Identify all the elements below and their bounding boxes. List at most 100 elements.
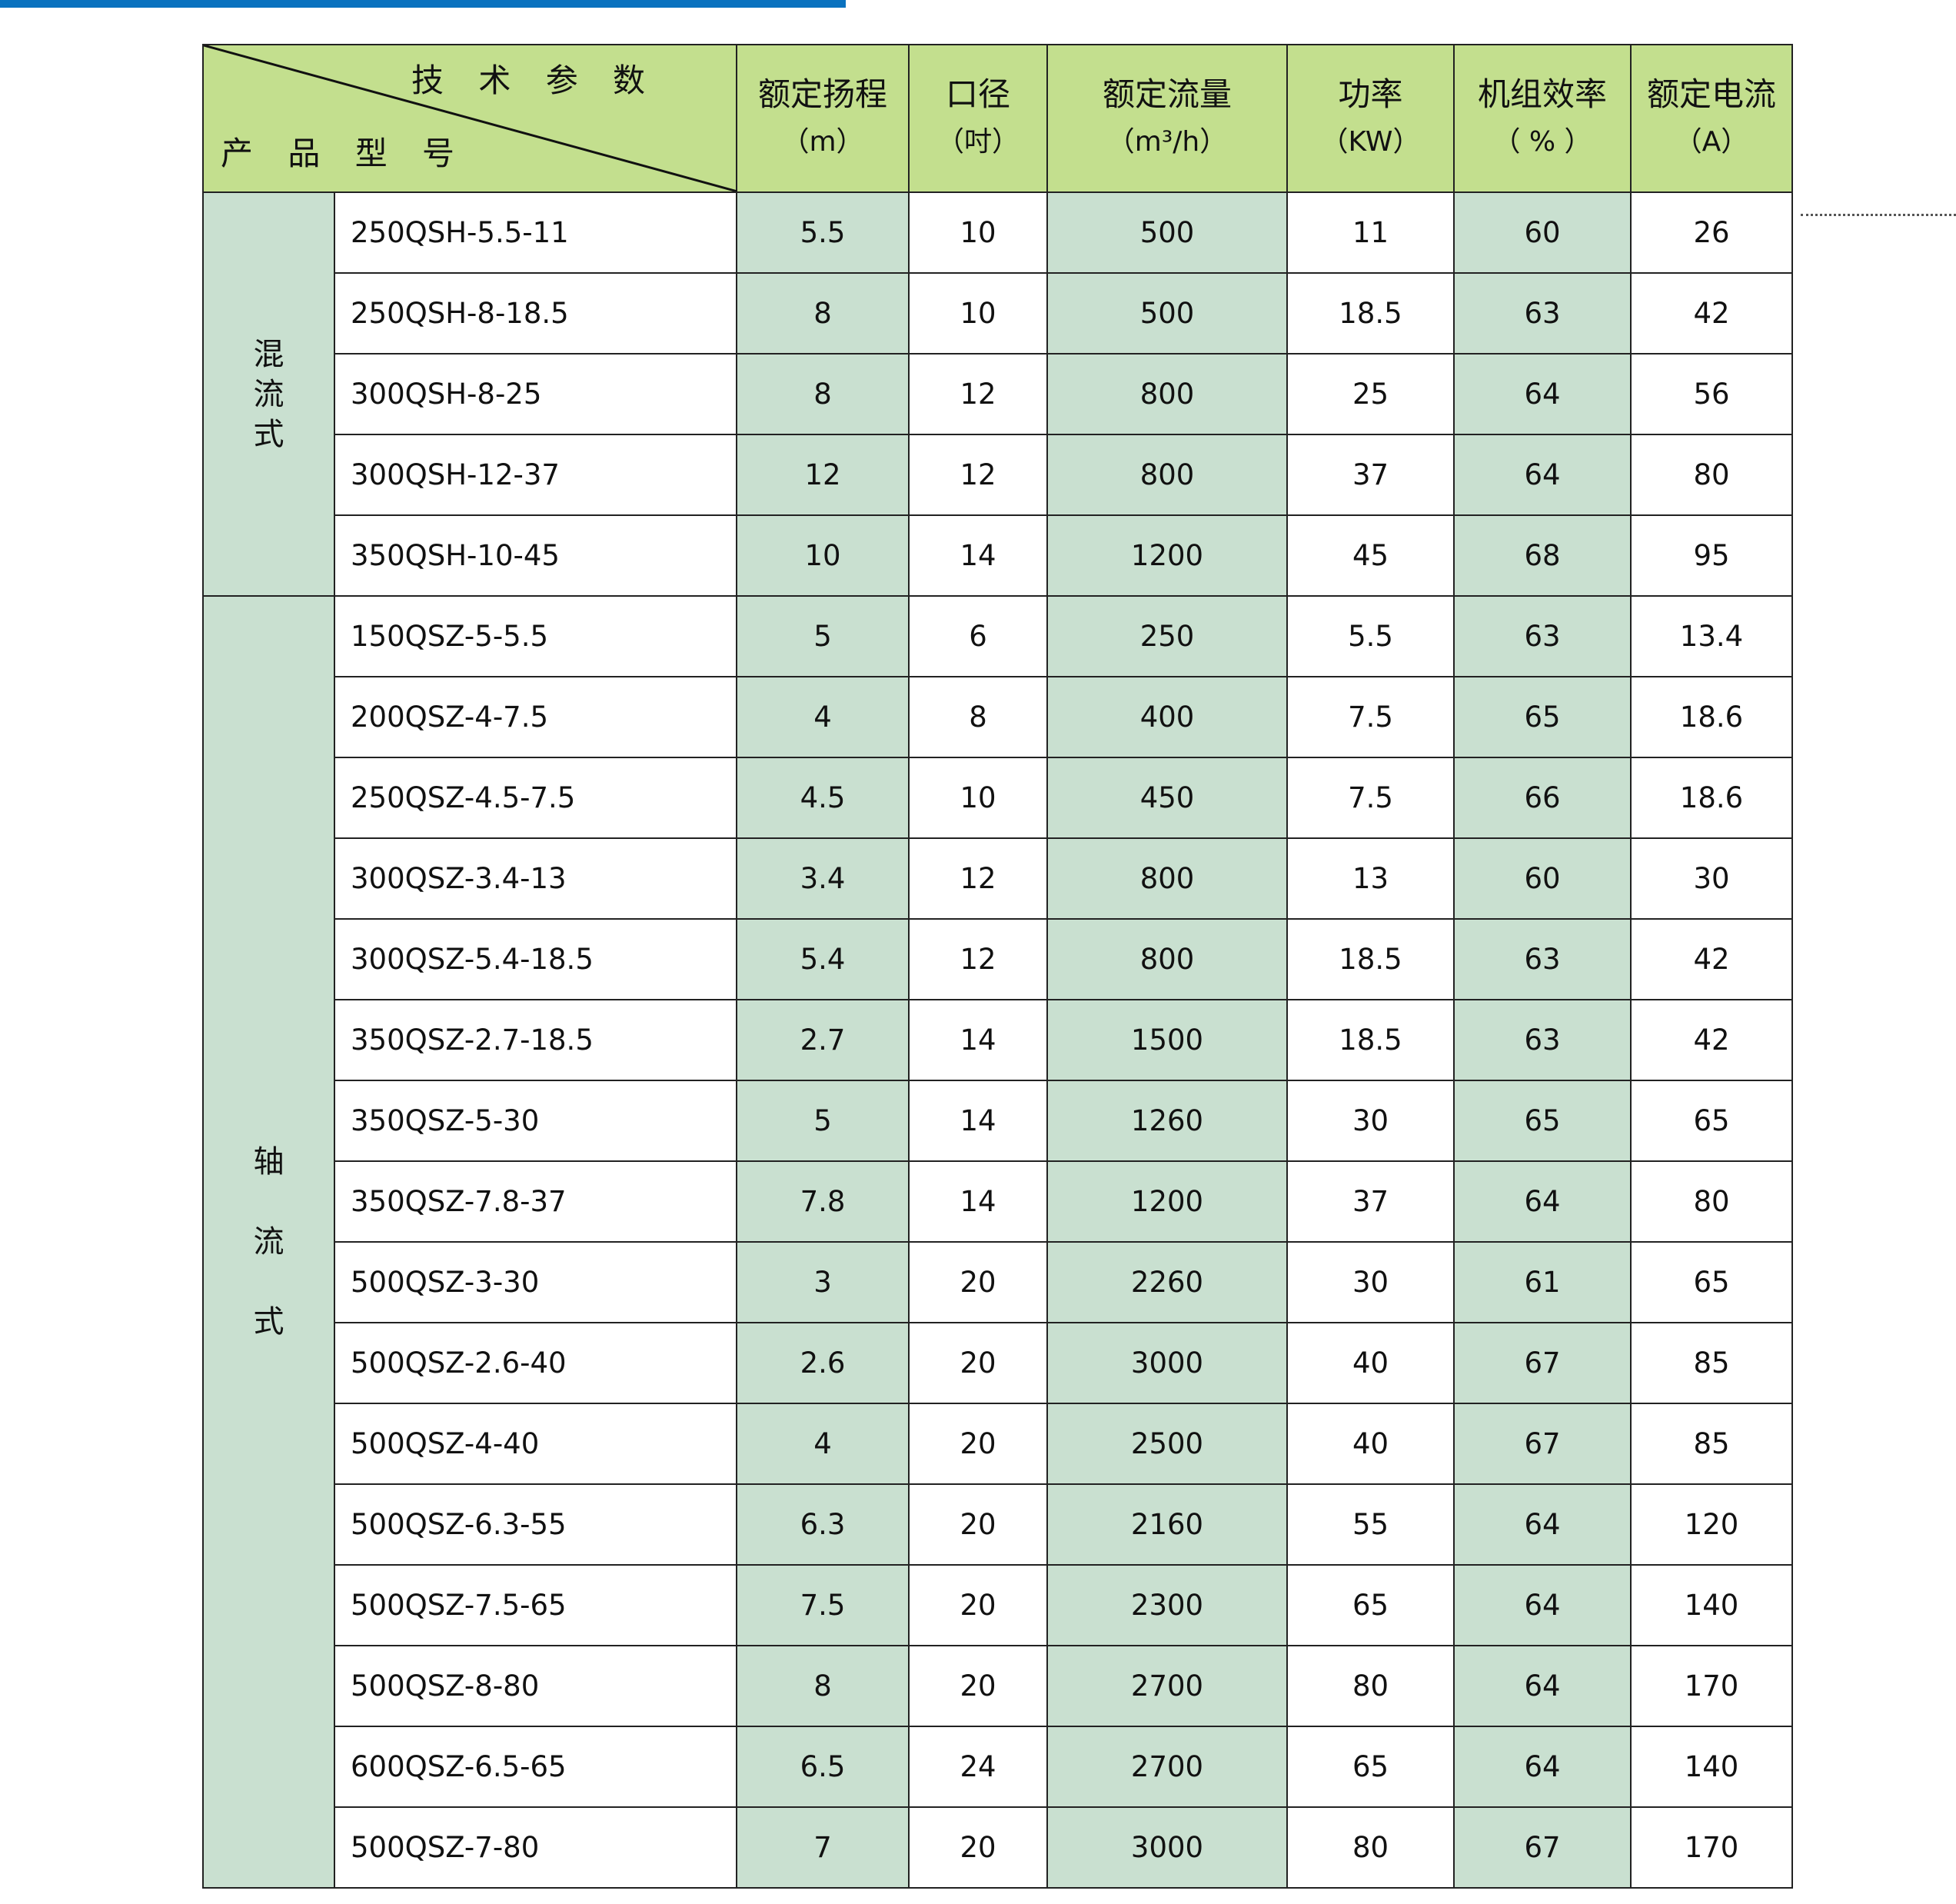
model-cell: 350QSZ-7.8-37 <box>334 1160 737 1243</box>
value-cell: 37 <box>1286 434 1455 516</box>
value-cell: 42 <box>1630 999 1793 1081</box>
value-cell: 24 <box>908 1726 1048 1808</box>
value-cell: 6 <box>908 595 1048 677</box>
value-cell: 40 <box>1286 1403 1455 1485</box>
model-cell: 250QSH-8-18.5 <box>334 272 737 355</box>
column-label: 机组效率 <box>1477 75 1607 113</box>
model-cell: 300QSH-8-25 <box>334 353 737 435</box>
model-cell: 500QSZ-3-30 <box>334 1241 737 1323</box>
model-cell: 300QSZ-3.4-13 <box>334 837 737 920</box>
category-cell: 轴 流 式 <box>202 595 335 1889</box>
value-cell: 14 <box>908 999 1048 1081</box>
model-cell: 500QSZ-6.3-55 <box>334 1483 737 1566</box>
value-cell: 65 <box>1286 1564 1455 1646</box>
column-label: 额定扬程 <box>757 75 887 113</box>
value-cell: 14 <box>908 514 1048 597</box>
value-cell: 65 <box>1453 676 1632 758</box>
value-cell: 5 <box>736 595 910 677</box>
top-accent-bar <box>0 0 846 8</box>
value-cell: 170 <box>1630 1806 1793 1889</box>
value-cell: 2260 <box>1046 1241 1288 1323</box>
value-cell: 20 <box>908 1403 1048 1485</box>
table-row: 200QSZ-4-7.5 4 8 400 7.5 65 18.6 <box>203 676 1793 758</box>
column-label: 口径 <box>945 75 1010 113</box>
value-cell: 1260 <box>1046 1080 1288 1162</box>
model-cell: 600QSZ-6.5-65 <box>334 1726 737 1808</box>
value-cell: 64 <box>1453 1483 1632 1566</box>
table-row: 500QSZ-2.6-40 2.6 20 3000 40 67 85 <box>203 1322 1793 1404</box>
value-cell: 18.5 <box>1286 272 1455 355</box>
tech-params-label: 技 术 参 数 <box>411 62 658 99</box>
value-cell: 65 <box>1453 1080 1632 1162</box>
value-cell: 2.6 <box>736 1322 910 1404</box>
value-cell: 10 <box>908 191 1048 274</box>
value-cell: 500 <box>1046 272 1288 355</box>
value-cell: 40 <box>1286 1322 1455 1404</box>
column-header: 机组效率 （ % ） <box>1453 44 1632 193</box>
value-cell: 4 <box>736 676 910 758</box>
column-header: 口径 （吋） <box>908 44 1048 193</box>
table-row: 250QSH-8-18.5 8 10 500 18.5 63 42 <box>203 272 1793 355</box>
value-cell: 30 <box>1286 1241 1455 1323</box>
pump-spec-table: 技 术 参 数 产 品 型 号 额定扬程 （m） 口径 （吋） 额定流量 （m³/h） 功率… <box>202 44 1793 1889</box>
value-cell: 64 <box>1453 1645 1632 1727</box>
value-cell: 5.5 <box>736 191 910 274</box>
value-cell: 64 <box>1453 353 1632 435</box>
value-cell: 10 <box>736 514 910 597</box>
column-unit: （吋） <box>936 126 1020 158</box>
value-cell: 4 <box>736 1403 910 1485</box>
value-cell: 1200 <box>1046 1160 1288 1243</box>
model-cell: 350QSZ-5-30 <box>334 1080 737 1162</box>
value-cell: 42 <box>1630 272 1793 355</box>
column-label: 额定电流 <box>1646 75 1776 113</box>
column-header: 功率 （KW） <box>1286 44 1455 193</box>
value-cell: 12 <box>908 434 1048 516</box>
value-cell: 66 <box>1453 757 1632 839</box>
model-cell: 300QSH-12-37 <box>334 434 737 516</box>
value-cell: 25 <box>1286 353 1455 435</box>
table-row: 350QSZ-7.8-37 7.8 14 1200 37 64 80 <box>203 1160 1793 1243</box>
diagonal-header-cell: 技 术 参 数 产 品 型 号 <box>202 44 737 193</box>
value-cell: 64 <box>1453 1564 1632 1646</box>
value-cell: 42 <box>1630 918 1793 1000</box>
value-cell: 26 <box>1630 191 1793 274</box>
value-cell: 85 <box>1630 1322 1793 1404</box>
value-cell: 3000 <box>1046 1806 1288 1889</box>
value-cell: 18.5 <box>1286 999 1455 1081</box>
value-cell: 2500 <box>1046 1403 1288 1485</box>
model-cell: 500QSZ-7-80 <box>334 1806 737 1889</box>
value-cell: 20 <box>908 1564 1048 1646</box>
value-cell: 18.6 <box>1630 757 1793 839</box>
value-cell: 45 <box>1286 514 1455 597</box>
table-row: 350QSZ-5-30 5 14 1260 30 65 65 <box>203 1080 1793 1162</box>
value-cell: 5.5 <box>1286 595 1455 677</box>
value-cell: 55 <box>1286 1483 1455 1566</box>
value-cell: 13 <box>1286 837 1455 920</box>
value-cell: 4.5 <box>736 757 910 839</box>
value-cell: 18.5 <box>1286 918 1455 1000</box>
value-cell: 68 <box>1453 514 1632 597</box>
value-cell: 14 <box>908 1160 1048 1243</box>
diagonal-line <box>204 45 737 191</box>
column-unit: （m） <box>781 126 864 158</box>
column-unit: （m³/h） <box>1106 126 1228 158</box>
value-cell: 10 <box>908 757 1048 839</box>
value-cell: 11 <box>1286 191 1455 274</box>
value-cell: 7.5 <box>736 1564 910 1646</box>
table-row: 500QSZ-3-30 3 20 2260 30 61 65 <box>203 1241 1793 1323</box>
value-cell: 61 <box>1453 1241 1632 1323</box>
value-cell: 8 <box>736 353 910 435</box>
value-cell: 20 <box>908 1483 1048 1566</box>
value-cell: 80 <box>1630 434 1793 516</box>
value-cell: 64 <box>1453 434 1632 516</box>
value-cell: 8 <box>736 272 910 355</box>
model-cell: 200QSZ-4-7.5 <box>334 676 737 758</box>
value-cell: 20 <box>908 1322 1048 1404</box>
model-cell: 250QSZ-4.5-7.5 <box>334 757 737 839</box>
value-cell: 56 <box>1630 353 1793 435</box>
table-row: 300QSH-12-37 12 12 800 37 64 80 <box>203 434 1793 516</box>
value-cell: 63 <box>1453 272 1632 355</box>
value-cell: 2700 <box>1046 1726 1288 1808</box>
table-row: 500QSZ-6.3-55 6.3 20 2160 55 64 120 <box>203 1483 1793 1566</box>
value-cell: 10 <box>908 272 1048 355</box>
